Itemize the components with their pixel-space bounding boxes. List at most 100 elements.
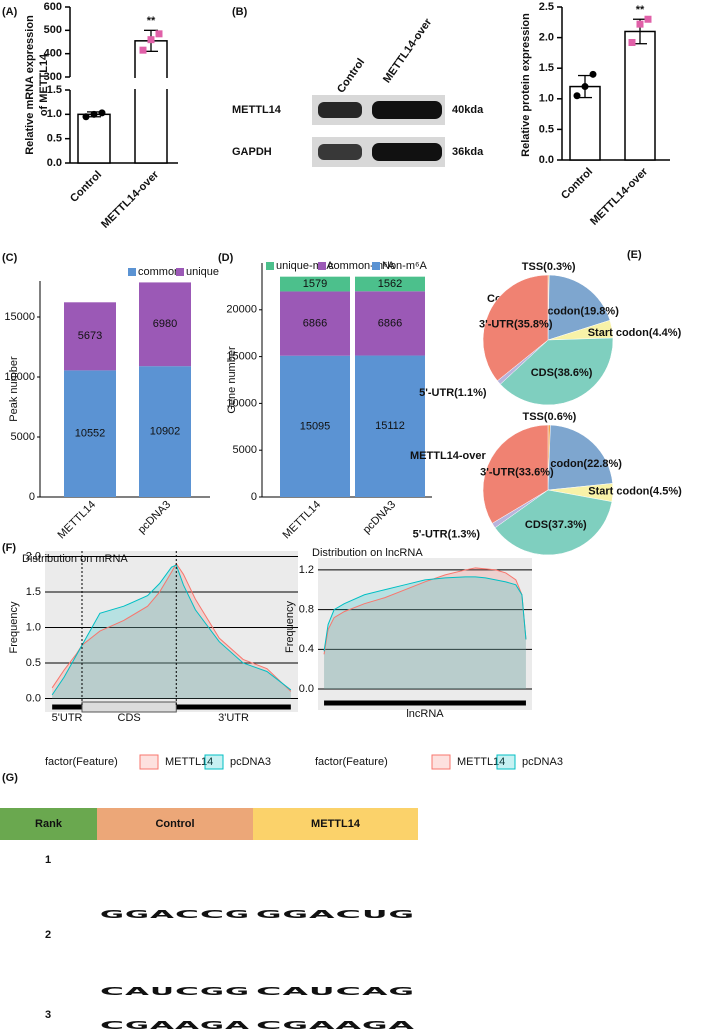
bar-segment <box>355 355 425 497</box>
blot-band <box>372 101 442 119</box>
pie-slice <box>494 489 613 556</box>
size-label: 40kda <box>452 104 484 116</box>
bar <box>624 30 656 161</box>
logo-letter: G <box>362 1019 388 1029</box>
x-tick-label: Control <box>68 169 104 205</box>
density-line <box>323 576 527 652</box>
slice-label: TSS(0.6%) <box>522 411 576 423</box>
y-tick-label: 0.0 <box>539 154 554 166</box>
chart-title: Distribution on lncRNA <box>312 547 423 559</box>
blot-band <box>318 102 362 118</box>
legend-label: pcDNA3 <box>230 756 271 768</box>
pie-slice <box>547 424 613 491</box>
panel-label: (C) <box>2 252 18 264</box>
slice-label: TSS(0.3%) <box>522 261 576 273</box>
y-tick-label: 5000 <box>233 444 257 456</box>
data-point <box>589 70 597 78</box>
logo-letter: C <box>256 1019 282 1029</box>
logo-letter: C <box>175 908 199 921</box>
axis-break <box>133 78 169 89</box>
panel-label: (A) <box>2 6 18 18</box>
logo-letter: A <box>309 908 336 921</box>
data-point <box>628 38 636 46</box>
rank-label: 3 <box>45 1009 51 1021</box>
header-cell <box>97 808 253 840</box>
header-label: Control <box>155 818 194 830</box>
bar-segment <box>64 302 116 371</box>
y-tick-label: 5000 <box>11 431 35 443</box>
protein-label: GAPDH <box>232 146 272 158</box>
logo-letter: G <box>200 1019 224 1029</box>
logo-letter: A <box>283 985 310 998</box>
slice-label: Start codon(4.4%) <box>588 327 682 339</box>
slice-label: Start codon(4.5%) <box>588 485 682 497</box>
area-fill <box>324 567 526 690</box>
region-box <box>81 701 177 713</box>
pie-slice <box>482 424 549 524</box>
y-tick-label: 1.0 <box>539 93 554 105</box>
plot-background <box>45 551 298 712</box>
y-tick-label: 1.5 <box>26 586 41 598</box>
value-label: 1562 <box>378 278 402 290</box>
region-label: lncRNA <box>406 708 444 720</box>
y-axis-label: Frequency <box>284 601 296 653</box>
logo-letter: U <box>150 985 174 998</box>
y-tick-label: 600 <box>44 1 62 13</box>
logo-letter: G <box>256 908 282 921</box>
y-tick-label: 0.0 <box>47 157 62 169</box>
panel-label: (E) <box>627 249 642 261</box>
value-label: 6866 <box>303 317 327 329</box>
logo-letter: C <box>200 908 224 921</box>
logo-letter: G <box>283 1019 309 1029</box>
y-tick-label: 1.0 <box>26 621 41 633</box>
logo-letter: G <box>389 908 415 921</box>
data-point <box>90 110 98 118</box>
logo-letter: G <box>100 908 124 921</box>
y-tick-label: 400 <box>44 48 62 60</box>
value-label: 15095 <box>300 420 331 432</box>
logo-letter: C <box>336 985 362 998</box>
logo-letter: A <box>150 1019 175 1029</box>
blot-band <box>318 144 362 160</box>
slice-label: 5'-UTR(1.1%) <box>419 387 487 399</box>
y-tick-label: 2.5 <box>539 1 554 13</box>
legend-swatch <box>318 262 326 270</box>
logo-letter: A <box>125 985 150 998</box>
slice-label: CDS(37.3%) <box>525 519 587 531</box>
bar-segment <box>139 366 191 497</box>
y-tick-label: 10000 <box>4 371 35 383</box>
logo-letter: C <box>100 1019 124 1029</box>
x-tick-label: METTL14 <box>56 499 99 542</box>
protein-label: METTL14 <box>232 104 282 116</box>
bar-segment <box>355 276 425 292</box>
bar-segment <box>64 370 116 497</box>
y-tick-label: 0.4 <box>299 643 314 655</box>
density-line <box>323 567 527 655</box>
legend-swatch <box>431 754 451 770</box>
logo-letter: A <box>175 1019 200 1029</box>
y-axis-label: Gene number <box>226 346 238 414</box>
y-tick-label: 300 <box>44 71 62 83</box>
bar-segment <box>280 276 350 292</box>
area-fill <box>324 576 526 690</box>
logo-letter: C <box>100 985 124 998</box>
y-tick-label: 0 <box>29 491 35 503</box>
region-label: CDS <box>118 712 141 724</box>
legend-label: METTL14 <box>165 756 213 768</box>
logo-letter: G <box>125 1019 149 1029</box>
y-tick-label: 20000 <box>226 304 257 316</box>
legend-label: common <box>138 266 180 278</box>
logo-letter: C <box>336 908 362 921</box>
data-point <box>155 30 163 38</box>
y-tick-label: 15000 <box>226 351 257 363</box>
logo-letter: U <box>362 908 388 921</box>
plot-background <box>318 558 532 710</box>
legend-title: factor(Feature) <box>45 756 118 768</box>
area-fill <box>52 563 291 699</box>
legend-swatch <box>176 268 184 276</box>
data-point <box>147 36 155 44</box>
y-tick-label: 0 <box>251 491 257 503</box>
pie-slice <box>482 274 549 382</box>
